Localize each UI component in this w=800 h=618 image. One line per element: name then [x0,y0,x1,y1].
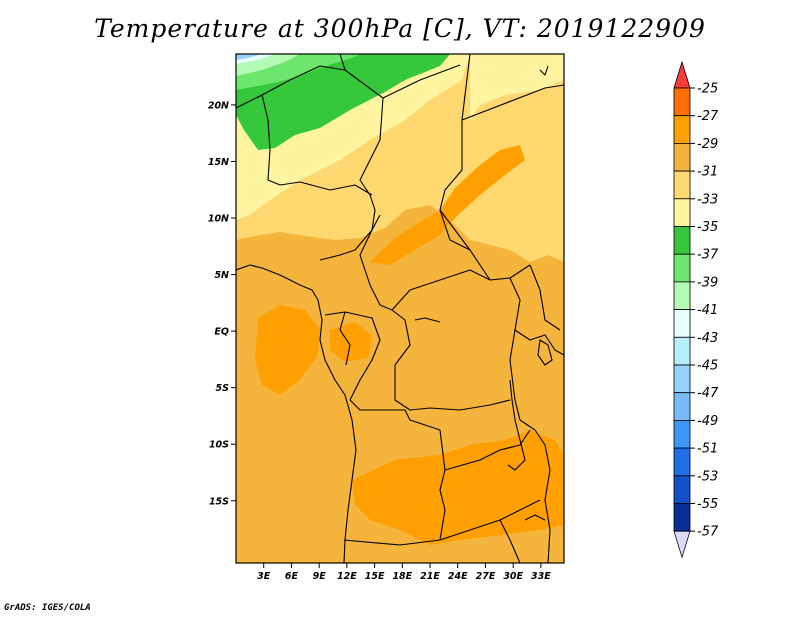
y-tick-label: 20N [208,100,229,111]
colorbar-box [673,503,691,532]
band-minus-29-central [330,322,372,362]
colorbar-label: -35 [697,220,718,235]
colorbar-label: -55 [697,497,718,512]
x-tick-label: 33E [531,571,551,582]
colorbar-box [673,392,691,421]
colorbar-label: -45 [697,359,718,374]
colorbar-box [673,115,691,144]
colorbar: -25 -27 -29 -31 -33 -35 -37 -39 -41 -43 -45 -47 -49 -… [673,60,719,559]
temperature-field [236,54,564,563]
colorbar-label: -53 [697,469,718,484]
colorbar-label: -33 [697,192,718,207]
colorbar-label: -57 [697,525,719,540]
band-minus-29-west [255,305,320,395]
colorbar-bottom-triangle [673,530,691,559]
colorbar-box [673,419,691,449]
x-tick-label: 12E [337,571,357,582]
colorbar-box [673,170,691,200]
colorbar-top-triangle [673,60,691,89]
y-tick-label: EQ [214,327,229,338]
band-minus-29-south [352,430,564,545]
y-axis-ticks: 20N 15N 10N 5N EQ 5S 10S 15S [208,100,236,507]
colorbar-label: -51 [697,442,718,457]
country-borders [236,54,564,563]
colorbar-label: -29 [697,137,718,152]
y-tick-label: 5N [214,270,229,281]
map-title: Temperature at 300hPa [C], VT: 201912290… [94,14,706,43]
colorbar-label: -27 [697,109,719,124]
x-tick-label: 30E [503,571,523,582]
colorbar-label: -31 [697,165,718,180]
colorbar-box [673,336,691,366]
colorbar-label: -39 [697,275,718,290]
y-tick-label: 10S [209,440,229,451]
footer-credit: GrADS: IGES/COLA [4,603,91,613]
colorbar-box [673,475,691,504]
band-minus-29-ridge [370,145,525,265]
colorbar-label: -47 [697,386,719,401]
map-frame [235,53,565,564]
colorbar-label: -49 [697,414,718,429]
x-tick-label: 3E [257,571,271,582]
colorbar-label: -37 [697,248,719,263]
colorbar-box [673,142,691,172]
y-tick-label: 15N [208,157,229,168]
colorbar-box [673,87,691,117]
y-tick-label: 10N [208,214,229,225]
colorbar-label: -43 [697,331,718,346]
band-minus-45 [236,54,262,60]
colorbar-box [673,198,691,227]
y-tick-label: 5S [216,383,230,394]
colorbar-label: -41 [697,303,718,318]
colorbar-box [673,281,691,310]
colorbar-box [673,253,691,283]
colorbar-box [673,364,691,394]
x-tick-label: 15E [365,571,385,582]
colorbar-box [673,309,691,338]
y-tick-label: 15S [209,496,229,507]
x-tick-label: 24E [448,571,468,582]
x-axis-ticks: 3E 6E 9E 12E 15E 18E 21E 24E 27E 30E 33E [257,563,551,582]
x-tick-label: 9E [313,571,327,582]
x-tick-label: 18E [392,571,412,582]
colorbar-label: -25 [697,82,718,97]
x-tick-label: 27E [476,571,496,582]
colorbar-box [673,226,691,255]
colorbar-box [673,447,691,477]
x-tick-label: 21E [420,571,440,582]
x-tick-label: 6E [285,571,299,582]
